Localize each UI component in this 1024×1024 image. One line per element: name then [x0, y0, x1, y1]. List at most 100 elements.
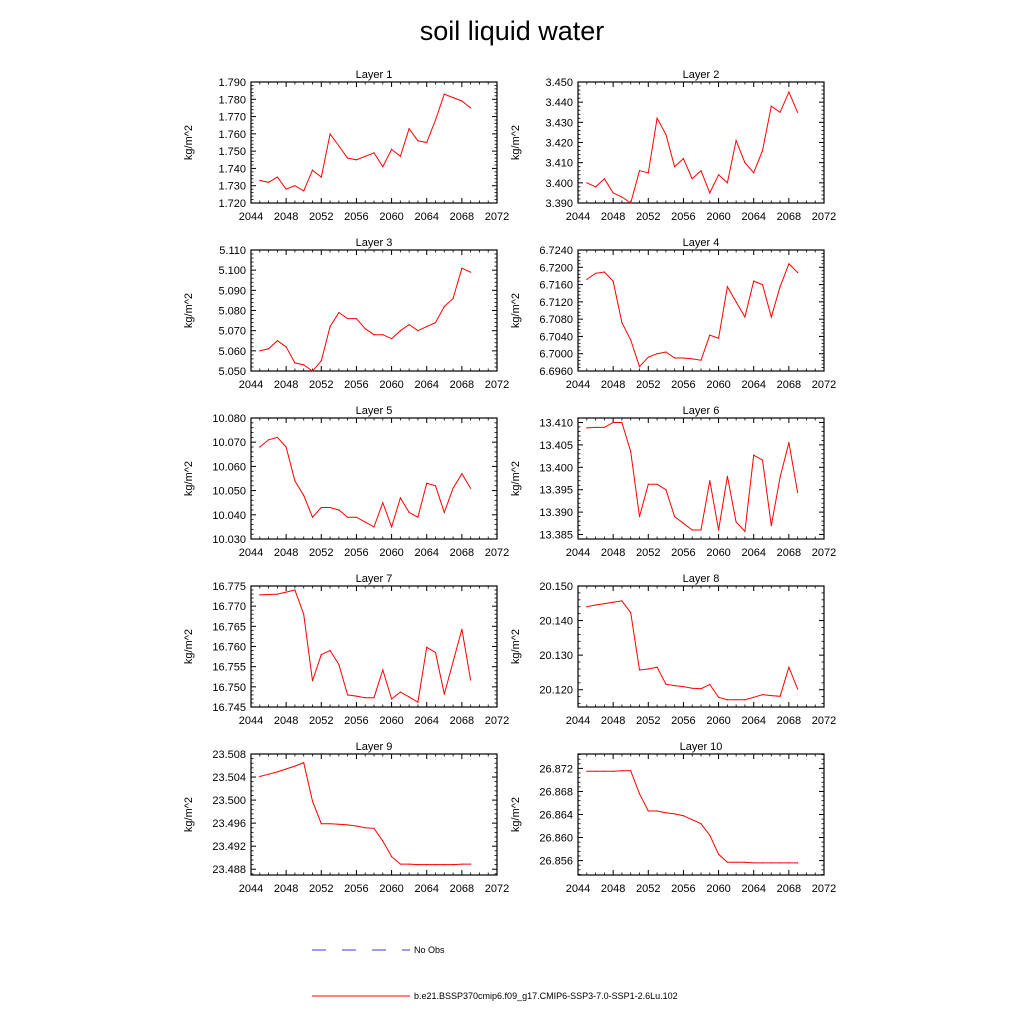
x-tick-label: 2048 — [274, 715, 298, 727]
data-point — [656, 117, 658, 119]
y-tick-label: 16.745 — [212, 702, 246, 714]
y-tick-label: 13.390 — [539, 507, 573, 519]
data-point — [761, 459, 764, 461]
x-tick-label: 2064 — [741, 883, 765, 895]
data-point — [470, 679, 472, 681]
y-tick-label: 5.050 — [218, 366, 246, 378]
data-point — [744, 861, 746, 863]
data-point — [391, 148, 393, 150]
data-point — [311, 516, 314, 518]
data-point — [647, 356, 649, 358]
data-point — [638, 170, 641, 172]
data-point — [718, 853, 720, 855]
data-point — [761, 150, 764, 152]
data-point — [399, 497, 401, 499]
data-point — [647, 810, 649, 812]
panel-title: Layer 5 — [356, 405, 393, 417]
data-point — [797, 271, 799, 274]
data-point — [718, 529, 720, 531]
data-point — [770, 316, 772, 318]
data-point — [285, 188, 287, 190]
data-point — [417, 516, 419, 518]
x-tick-label: 2044 — [239, 211, 263, 223]
data-point — [434, 119, 437, 121]
data-point — [788, 666, 790, 668]
data-point — [665, 683, 667, 685]
data-point — [382, 502, 384, 504]
y-tick-label: 5.070 — [218, 326, 246, 338]
data-point — [682, 522, 685, 524]
data-point — [259, 446, 261, 448]
x-tick-label: 2044 — [566, 211, 590, 223]
y-tick-label: 26.856 — [539, 856, 573, 868]
data-point — [770, 862, 772, 864]
x-tick-label: 2044 — [239, 883, 263, 895]
data-point — [735, 139, 737, 142]
data-point — [718, 696, 720, 698]
series-line — [259, 436, 472, 529]
data-point — [461, 267, 463, 269]
data-point — [753, 862, 755, 864]
y-tick-label: 23.508 — [212, 749, 246, 761]
data-point — [303, 762, 305, 764]
data-point — [311, 680, 314, 682]
data-point — [647, 483, 649, 485]
data-point — [268, 348, 270, 350]
data-point — [779, 286, 781, 288]
x-tick-label: 2068 — [450, 379, 474, 391]
x-tick-label: 2072 — [812, 715, 836, 727]
data-point — [665, 133, 667, 135]
data-point — [276, 340, 278, 342]
data-point — [788, 91, 790, 93]
y-tick-label: 20.140 — [539, 616, 573, 628]
plot-frame — [250, 417, 498, 540]
data-point — [268, 773, 270, 775]
data-point — [470, 487, 472, 489]
data-point — [744, 530, 746, 533]
x-tick-label: 2068 — [777, 547, 801, 559]
data-point — [770, 695, 772, 697]
data-point — [347, 516, 349, 518]
data-point — [364, 827, 366, 829]
data-point — [329, 649, 331, 652]
x-tick-label: 2064 — [414, 715, 438, 727]
data-point — [338, 145, 340, 147]
data-point — [744, 699, 746, 701]
x-tick-label: 2052 — [309, 211, 333, 223]
x-tick-label: 2052 — [309, 883, 333, 895]
data-point — [434, 651, 437, 654]
data-point — [753, 172, 755, 174]
data-point — [426, 141, 428, 144]
data-point — [612, 770, 614, 772]
data-point — [303, 494, 305, 496]
x-tick-label: 2048 — [601, 547, 625, 559]
y-tick-label: 10.060 — [212, 461, 246, 473]
y-tick-label: 6.7000 — [539, 349, 573, 361]
y-tick-label: 6.7200 — [539, 262, 573, 274]
data-point — [452, 864, 454, 866]
y-tick-label: 16.750 — [212, 682, 246, 694]
y-tick-label: 6.7040 — [539, 331, 573, 343]
data-point — [638, 793, 641, 795]
data-point — [364, 328, 366, 330]
data-point — [461, 628, 463, 630]
data-point — [320, 823, 322, 825]
data-point — [779, 111, 781, 113]
x-tick-label: 2044 — [566, 379, 590, 391]
y-tick-label: 26.864 — [539, 810, 573, 822]
x-tick-label: 2044 — [566, 883, 590, 895]
x-tick-label: 2048 — [274, 379, 298, 391]
data-point — [391, 526, 393, 528]
data-point — [595, 272, 597, 274]
data-point — [311, 800, 314, 802]
y-tick-label: 1.780 — [218, 94, 246, 106]
data-point — [612, 192, 614, 194]
data-point — [364, 521, 366, 523]
x-tick-label: 2048 — [601, 715, 625, 727]
data-point — [347, 157, 349, 159]
data-point — [382, 669, 384, 671]
x-tick-label: 2044 — [566, 547, 590, 559]
data-point — [735, 699, 737, 701]
data-point — [700, 688, 702, 690]
x-tick-label: 2048 — [601, 883, 625, 895]
